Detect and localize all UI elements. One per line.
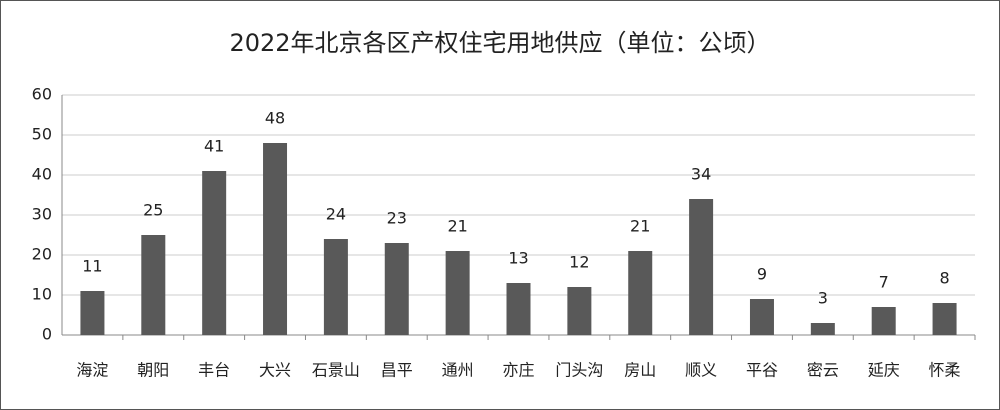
x-tick-label: 丰台 — [198, 361, 230, 380]
data-label: 11 — [82, 257, 102, 276]
data-label: 13 — [508, 249, 528, 268]
x-tick-label: 亦庄 — [502, 361, 534, 380]
y-tick-label: 20 — [32, 245, 52, 264]
data-label: 7 — [879, 273, 889, 292]
bar — [628, 251, 653, 335]
y-tick-label: 50 — [32, 125, 52, 144]
bar — [749, 299, 774, 335]
y-tick-label: 40 — [32, 165, 52, 184]
bar — [871, 307, 896, 335]
x-tick-label: 石景山 — [312, 361, 360, 380]
data-label: 41 — [204, 137, 224, 156]
bar — [384, 243, 409, 335]
bar — [689, 199, 714, 335]
bar — [445, 251, 470, 335]
data-label: 12 — [569, 253, 589, 272]
x-tick-label: 朝阳 — [137, 361, 169, 380]
y-tick-label: 10 — [32, 285, 52, 304]
x-tick-label: 海淀 — [76, 361, 108, 380]
bar — [141, 235, 166, 335]
chart-title: 2022年北京各区产权住宅用地供应（单位：公顷） — [229, 29, 770, 57]
x-tick-label: 大兴 — [259, 361, 291, 380]
y-tick-label: 30 — [32, 205, 52, 224]
y-tick-label: 0 — [42, 325, 52, 344]
bar — [263, 143, 288, 335]
x-tick-label: 怀柔 — [929, 361, 961, 380]
x-tick-label: 门头沟 — [555, 361, 603, 380]
bar — [202, 171, 227, 335]
data-label: 25 — [143, 201, 163, 220]
x-tick-label: 延庆 — [868, 361, 900, 380]
y-tick-label: 60 — [32, 85, 52, 104]
data-label: 3 — [818, 289, 828, 308]
bar — [323, 239, 348, 335]
data-label: 34 — [691, 165, 711, 184]
bar — [80, 291, 105, 335]
data-label: 23 — [387, 209, 407, 228]
x-tick-label: 平谷 — [746, 361, 778, 380]
data-label: 24 — [326, 205, 346, 224]
data-label: 8 — [939, 269, 949, 288]
data-label: 9 — [757, 265, 767, 284]
bar — [506, 283, 531, 335]
data-label: 21 — [630, 217, 650, 236]
bar — [932, 303, 957, 335]
x-tick-label: 密云 — [807, 361, 839, 380]
x-tick-label: 昌平 — [381, 361, 413, 380]
x-tick-label: 顺义 — [685, 361, 717, 380]
x-tick-label: 通州 — [442, 361, 474, 380]
x-tick-label: 房山 — [624, 361, 656, 380]
data-label: 48 — [265, 109, 285, 128]
data-label: 21 — [447, 217, 467, 236]
bar — [567, 287, 592, 335]
bar — [810, 323, 835, 335]
